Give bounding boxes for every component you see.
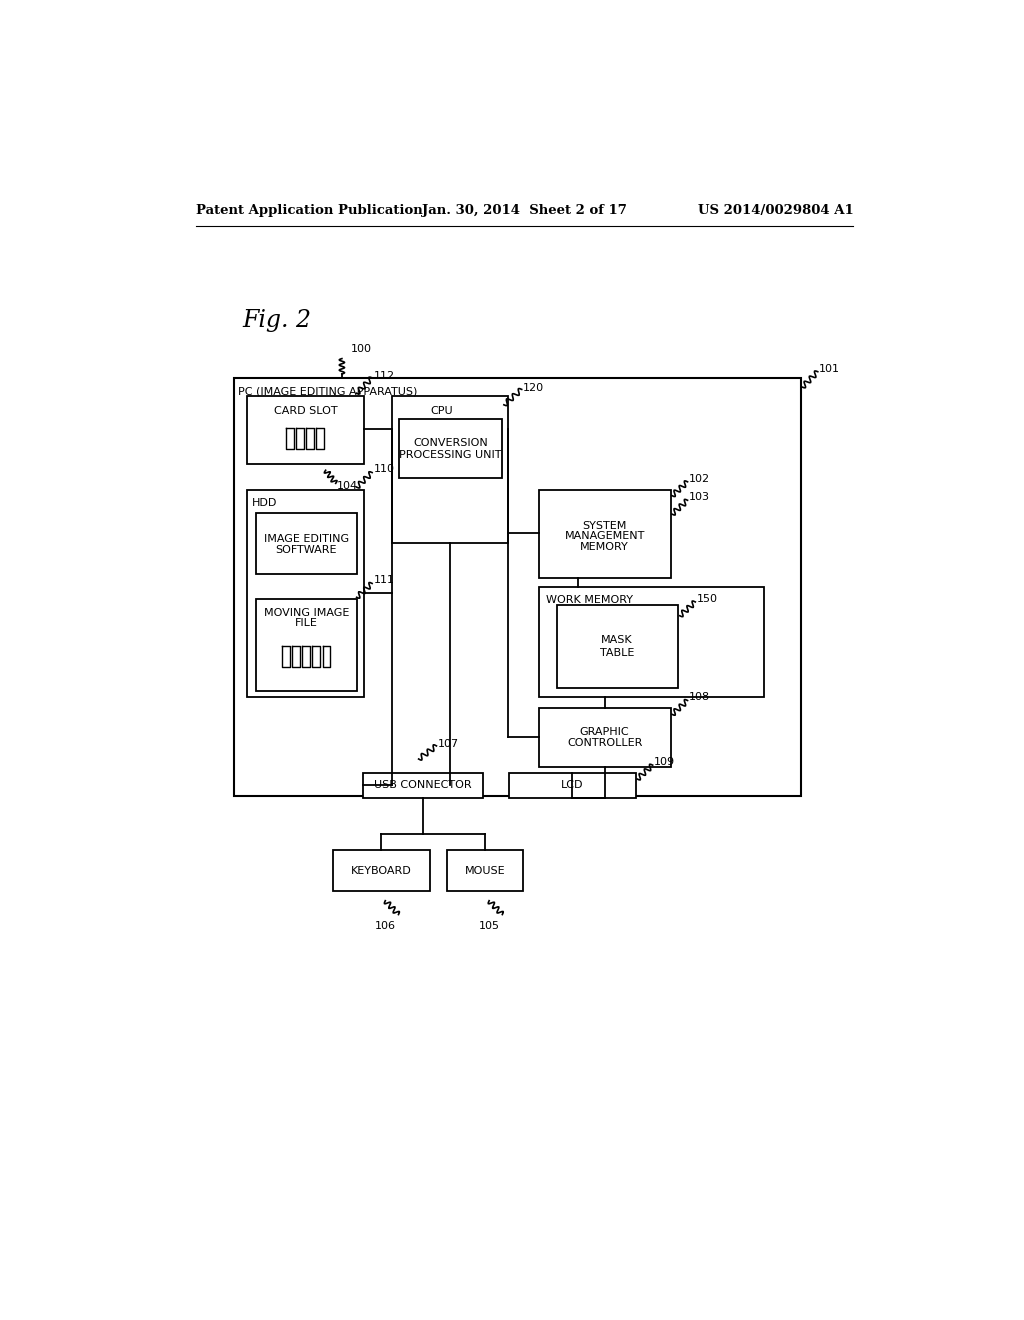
Bar — [247, 396, 365, 465]
Text: 112: 112 — [374, 371, 395, 380]
Text: 111: 111 — [374, 576, 394, 585]
Text: WORK MEMORY: WORK MEMORY — [547, 594, 634, 605]
Text: Fig. 2: Fig. 2 — [243, 309, 311, 331]
Text: MOUSE: MOUSE — [465, 866, 506, 875]
Text: 102: 102 — [689, 474, 711, 483]
Text: 104: 104 — [337, 480, 358, 491]
Bar — [557, 605, 678, 688]
Bar — [333, 850, 430, 891]
Text: 106: 106 — [375, 921, 396, 931]
Text: CPU: CPU — [430, 407, 454, 416]
Bar — [256, 599, 356, 692]
Text: TABLE: TABLE — [600, 648, 634, 657]
Text: MOVING IMAGE: MOVING IMAGE — [263, 607, 349, 618]
Text: 108: 108 — [689, 693, 711, 702]
Bar — [234, 378, 801, 796]
Text: 109: 109 — [654, 758, 676, 767]
Text: IMAGE EDITING: IMAGE EDITING — [264, 533, 349, 544]
Text: SOFTWARE: SOFTWARE — [275, 545, 337, 556]
Text: MANAGEMENT: MANAGEMENT — [564, 532, 645, 541]
Text: Patent Application Publication: Patent Application Publication — [197, 205, 423, 218]
Text: PROCESSING UNIT: PROCESSING UNIT — [399, 450, 502, 459]
Text: 103: 103 — [689, 492, 710, 502]
Bar — [391, 396, 508, 544]
Text: CONVERSION: CONVERSION — [413, 438, 487, 449]
Bar — [539, 587, 764, 697]
Bar — [539, 708, 671, 767]
Text: 101: 101 — [819, 363, 841, 374]
Bar — [539, 490, 671, 578]
Text: CARD SLOT: CARD SLOT — [273, 407, 337, 416]
Text: MEMORY: MEMORY — [581, 543, 629, 552]
Text: LCD: LCD — [561, 780, 584, 791]
Text: KEYBOARD: KEYBOARD — [351, 866, 412, 875]
Text: US 2014/0029804 A1: US 2014/0029804 A1 — [697, 205, 853, 218]
Text: 150: 150 — [697, 594, 718, 603]
Text: USB CONNECTOR: USB CONNECTOR — [374, 780, 471, 791]
Bar — [256, 512, 356, 574]
Text: 120: 120 — [523, 383, 545, 393]
Bar — [447, 850, 523, 891]
Bar — [362, 774, 483, 797]
Bar — [247, 490, 365, 697]
Bar — [399, 418, 502, 478]
Text: MASK: MASK — [601, 635, 633, 645]
Text: 107: 107 — [438, 739, 459, 748]
Text: 100: 100 — [350, 345, 372, 354]
Text: Jan. 30, 2014  Sheet 2 of 17: Jan. 30, 2014 Sheet 2 of 17 — [422, 205, 628, 218]
Text: 105: 105 — [478, 921, 500, 931]
Text: FILE: FILE — [295, 619, 317, 628]
Text: SYSTEM: SYSTEM — [583, 520, 627, 531]
Text: GRAPHIC: GRAPHIC — [580, 727, 630, 737]
Text: 110: 110 — [374, 463, 394, 474]
Text: PC (IMAGE EDITING APPARATUS): PC (IMAGE EDITING APPARATUS) — [238, 387, 418, 397]
Text: HDD: HDD — [252, 499, 278, 508]
Bar — [509, 774, 636, 797]
Text: CONTROLLER: CONTROLLER — [567, 738, 642, 748]
